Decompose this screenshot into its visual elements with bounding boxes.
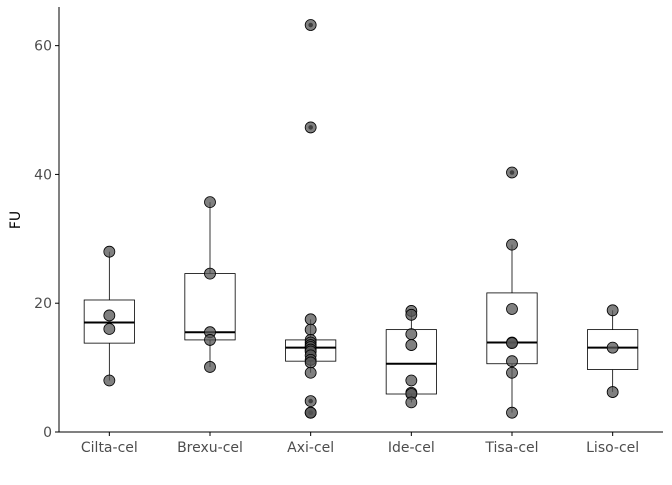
- data-point: [606, 386, 619, 398]
- x-tick-label: Ide-cel: [388, 440, 435, 456]
- x-tick-label: Axi-cel: [287, 440, 334, 456]
- x-tick-label: Tisa-cel: [484, 440, 538, 456]
- data-point: [103, 309, 116, 322]
- data-point: [405, 308, 418, 321]
- data-point: [103, 323, 116, 335]
- data-point: [304, 323, 317, 336]
- data-point: [405, 374, 418, 387]
- data-point: [304, 406, 317, 419]
- data-point: [506, 366, 518, 379]
- data-point: [204, 361, 216, 373]
- x-tick-label: Cilta-cel: [81, 440, 138, 456]
- data-point: [103, 374, 116, 387]
- data-point: [506, 406, 518, 419]
- x-tick-label: Liso-cel: [586, 440, 639, 456]
- data-point: [405, 339, 418, 351]
- y-tick-label: 20: [34, 296, 52, 312]
- data-point: [304, 366, 317, 379]
- data-point: [304, 121, 317, 134]
- data-point: [506, 238, 518, 251]
- data-point: [405, 328, 418, 341]
- data-point: [304, 19, 317, 31]
- data-point: [506, 337, 518, 350]
- y-tick-label: 40: [34, 167, 52, 183]
- data-point: [506, 166, 518, 179]
- x-tick-label: Brexu-cel: [177, 440, 243, 456]
- data-point: [506, 355, 518, 368]
- box-group: [83, 251, 135, 381]
- y-tick-label: 0: [43, 425, 52, 441]
- iqr-box: [587, 329, 639, 370]
- data-point: [304, 395, 317, 407]
- data-point: [405, 396, 418, 409]
- data-point: [606, 304, 619, 317]
- data-point: [606, 341, 619, 354]
- data-point: [304, 356, 317, 369]
- y-axis-title: FU: [8, 211, 24, 229]
- data-point: [204, 267, 216, 280]
- data-point: [304, 313, 317, 326]
- data-point: [103, 245, 116, 258]
- y-tick-label: 60: [34, 39, 52, 55]
- data-point: [506, 303, 518, 315]
- data-point: [204, 334, 216, 346]
- data-point: [204, 196, 216, 209]
